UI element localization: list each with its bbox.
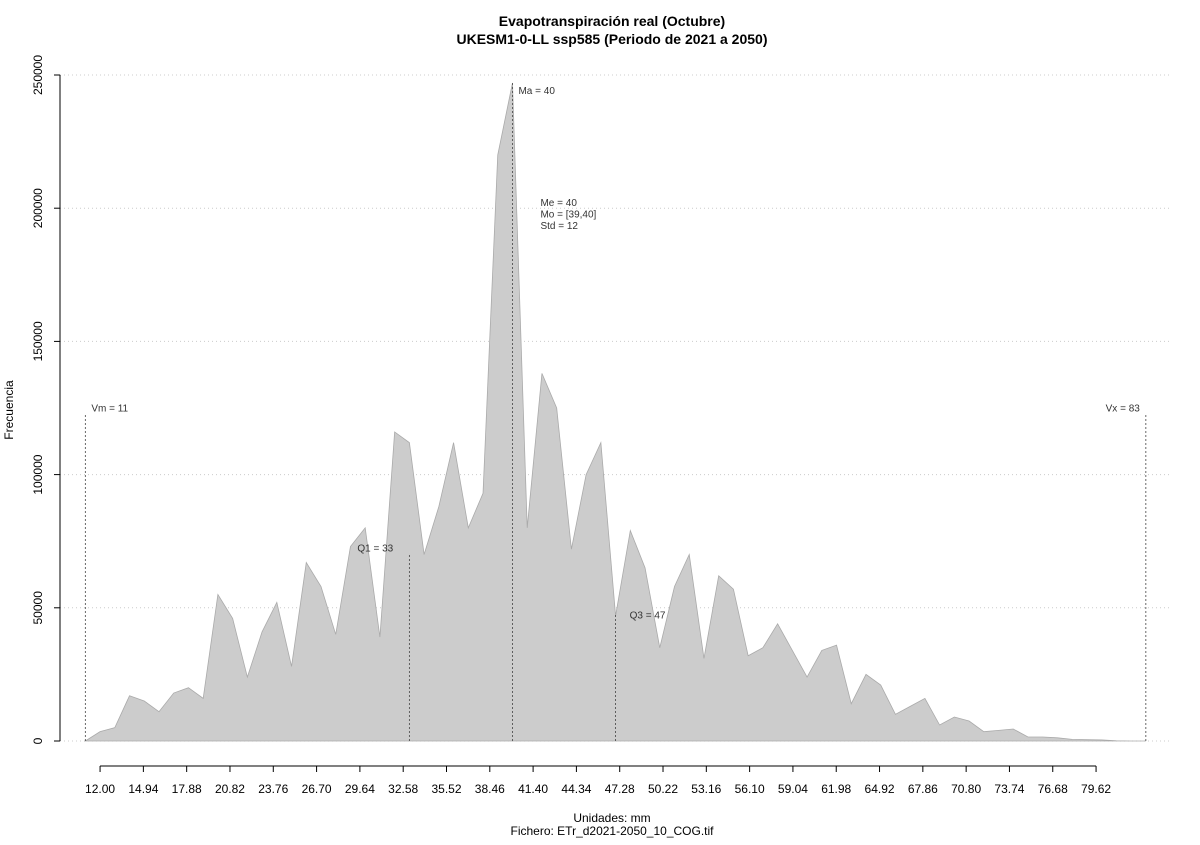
- chart-subtitle: UKESM1-0-LL ssp585 (Periodo de 2021 a 20…: [457, 31, 768, 47]
- y-tick-label: 200000: [31, 188, 45, 228]
- x-tick-label: 61.98: [821, 782, 851, 796]
- caption: Fichero: ETr_d2021-2050_10_COG.tif: [511, 824, 715, 838]
- y-tick-label: 0: [31, 737, 45, 744]
- x-tick-label: 26.70: [302, 782, 332, 796]
- x-tick-label: 35.52: [431, 782, 461, 796]
- x-tick-label: 76.68: [1038, 782, 1068, 796]
- stat-label: Std = 12: [540, 221, 578, 232]
- x-tick-label: 47.28: [605, 782, 635, 796]
- y-tick-label: 150000: [31, 321, 45, 361]
- x-tick-label: 73.74: [994, 782, 1024, 796]
- stat-label: Me = 40: [540, 198, 577, 209]
- x-tick-label: 50.22: [648, 782, 678, 796]
- chart-title: Evapotranspiración real (Octubre): [499, 13, 725, 29]
- x-axis-label: Unidades: mm: [573, 811, 650, 825]
- x-tick-label: 29.64: [345, 782, 375, 796]
- annotation: Q1 = 33: [357, 544, 393, 555]
- x-tick-label: 53.16: [691, 782, 721, 796]
- x-tick-label: 56.10: [735, 782, 765, 796]
- x-tick-label: 79.62: [1081, 782, 1111, 796]
- x-tick-label: 20.82: [215, 782, 245, 796]
- x-tick-label: 44.34: [561, 782, 591, 796]
- x-tick-label: 38.46: [475, 782, 505, 796]
- y-tick-label: 50000: [31, 591, 45, 625]
- annotation: Vx = 83: [1106, 404, 1141, 415]
- annotation: Ma = 40: [518, 86, 555, 97]
- area: [83, 82, 1146, 742]
- x-tick-label: 41.40: [518, 782, 548, 796]
- y-axis-label: Frecuencia: [2, 380, 16, 440]
- x-tick-label: 59.04: [778, 782, 808, 796]
- x-tick-label: 23.76: [258, 782, 288, 796]
- x-tick-label: 70.80: [951, 782, 981, 796]
- x-tick-label: 12.00: [85, 782, 115, 796]
- x-tick-label: 17.88: [172, 782, 202, 796]
- y-tick-label: 100000: [31, 454, 45, 494]
- x-tick-label: 32.58: [388, 782, 418, 796]
- stat-label: Mo = [39,40]: [540, 210, 596, 221]
- x-tick-label: 64.92: [865, 782, 895, 796]
- x-tick-label: 67.86: [908, 782, 938, 796]
- annotation: Q3 = 47: [630, 610, 666, 621]
- y-tick-label: 250000: [31, 55, 45, 95]
- annotation: Vm = 11: [91, 404, 128, 415]
- x-tick-label: 14.94: [128, 782, 158, 796]
